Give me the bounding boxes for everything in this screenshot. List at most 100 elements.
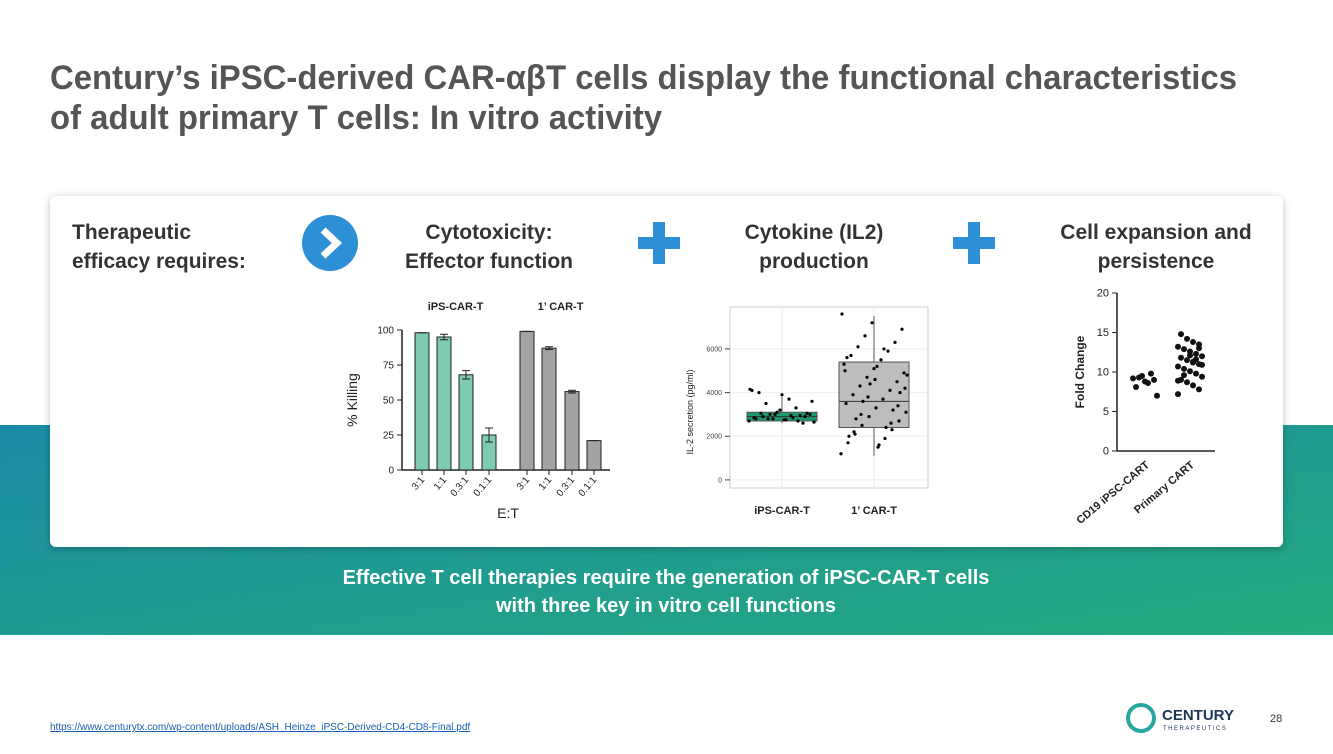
point — [1187, 368, 1193, 375]
banner-text: Effective T cell therapies require the g… — [343, 567, 990, 589]
box — [838, 361, 910, 429]
point — [863, 334, 867, 338]
point — [796, 419, 800, 423]
logo-sub: THERAPEUTICS — [1163, 726, 1227, 732]
point — [865, 375, 869, 379]
point — [752, 416, 756, 420]
column-heading: Cytotoxicity: — [425, 221, 552, 244]
point — [896, 404, 900, 408]
bar — [414, 332, 430, 471]
point — [805, 411, 809, 415]
point — [840, 312, 844, 316]
column-heading: Effector function — [405, 250, 573, 273]
bar — [586, 440, 602, 471]
point — [1199, 353, 1205, 360]
point — [845, 356, 849, 360]
logo-mark — [1126, 703, 1156, 733]
point — [747, 419, 751, 423]
point — [1193, 350, 1199, 357]
column-heading: Cell expansion and — [1060, 221, 1251, 244]
source-link[interactable]: https://www.centurytx.com/wp-content/upl… — [50, 722, 470, 733]
point — [1175, 377, 1181, 384]
y-tick-label: 2000 — [706, 434, 722, 441]
point — [882, 347, 886, 351]
bar — [519, 330, 535, 471]
requirement: Therapeutic — [72, 221, 191, 244]
point — [854, 417, 858, 421]
point — [1154, 392, 1160, 399]
point — [766, 417, 770, 421]
point — [842, 362, 846, 366]
y-tick-label: 0 — [718, 477, 722, 484]
arrow-icon — [302, 215, 358, 271]
point — [883, 436, 887, 441]
y-tick-label: 100 — [377, 325, 394, 336]
column-heading: Cytokine (IL2) — [745, 221, 884, 244]
point — [1178, 354, 1184, 361]
group-label: iPS-CAR-T — [428, 301, 484, 313]
point — [1190, 338, 1196, 345]
point — [846, 441, 850, 445]
point — [1196, 345, 1202, 352]
y-axis-label: % Killing — [344, 373, 360, 427]
point — [771, 417, 775, 421]
point — [903, 386, 907, 390]
point — [891, 408, 895, 412]
arrow-chevron — [320, 227, 343, 259]
point — [884, 425, 888, 430]
point — [905, 373, 909, 377]
point — [748, 387, 752, 391]
point — [890, 428, 894, 432]
point — [1136, 374, 1142, 381]
card — [50, 196, 1283, 547]
point — [1187, 352, 1193, 359]
point — [888, 388, 892, 393]
point — [874, 406, 878, 410]
point — [867, 415, 871, 419]
y-tick-label: 25 — [383, 430, 395, 441]
point — [812, 420, 816, 424]
y-tick-label: 15 — [1097, 327, 1109, 339]
point — [1178, 331, 1184, 338]
bar — [458, 374, 474, 471]
point — [1151, 376, 1157, 383]
point — [803, 415, 807, 419]
point — [1181, 365, 1187, 372]
point — [904, 410, 908, 414]
point — [1181, 346, 1187, 353]
y-axis-label: IL-2 secretion (pg/ml) — [685, 369, 695, 454]
title: of adult primary T cells: In vitro activ… — [50, 99, 662, 137]
point — [893, 340, 897, 344]
point — [787, 397, 791, 401]
group-label: 1’ CAR-T — [538, 301, 584, 313]
point — [873, 377, 877, 382]
point — [861, 399, 865, 403]
error-bar — [440, 333, 448, 341]
point — [866, 395, 870, 399]
point — [1196, 386, 1202, 393]
point — [1142, 378, 1148, 385]
point — [1175, 343, 1181, 350]
point — [798, 413, 802, 418]
point — [759, 411, 763, 415]
point — [768, 412, 772, 417]
point — [801, 421, 805, 425]
y-tick-label: 6000 — [706, 346, 722, 353]
point — [1190, 358, 1196, 365]
point — [1175, 363, 1181, 370]
error-bar — [462, 370, 470, 380]
point — [782, 418, 786, 422]
point — [879, 358, 883, 362]
error-bar — [568, 389, 576, 394]
point — [791, 416, 795, 420]
point — [1184, 357, 1190, 364]
x-axis-label: E:T — [497, 505, 519, 521]
point — [852, 430, 856, 434]
bar — [541, 347, 557, 471]
point — [849, 353, 853, 358]
column-heading: persistence — [1098, 250, 1215, 273]
plus-icon — [638, 222, 680, 264]
point — [761, 415, 765, 419]
y-axis-label: Fold Change — [1073, 335, 1087, 408]
